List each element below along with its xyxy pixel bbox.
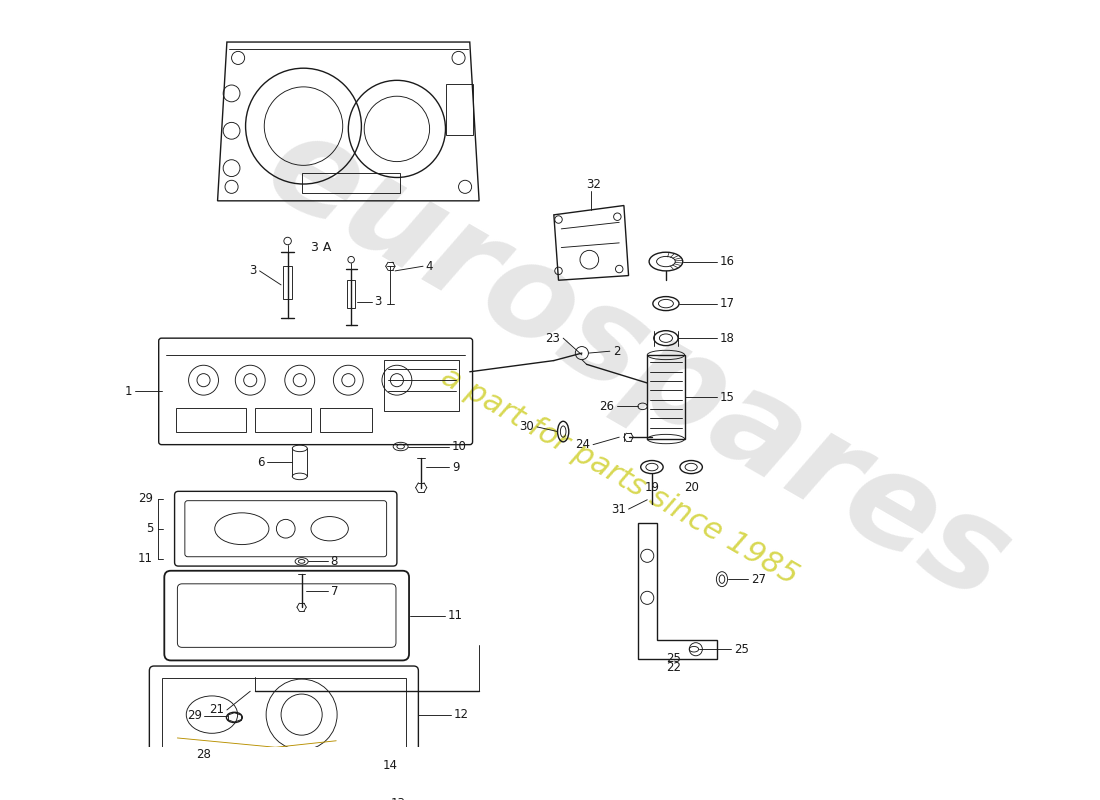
Text: 13: 13 (390, 797, 405, 800)
Text: 10: 10 (452, 440, 466, 453)
Text: 3: 3 (374, 295, 382, 308)
Bar (162, 678, 406, 752)
Bar (301, 173, 399, 194)
Text: 31: 31 (610, 502, 626, 515)
Text: 18: 18 (720, 332, 735, 345)
Text: 24: 24 (575, 438, 591, 451)
Text: 32: 32 (586, 178, 602, 191)
Bar (348, 280, 355, 308)
Text: 16: 16 (720, 255, 735, 268)
Text: 12: 12 (454, 708, 469, 721)
Text: 6: 6 (256, 456, 264, 469)
Text: 17: 17 (720, 297, 735, 310)
Text: 11: 11 (139, 552, 153, 565)
Text: 21: 21 (209, 703, 224, 717)
Text: a part for parts since 1985: a part for parts since 1985 (436, 362, 803, 590)
Text: 9: 9 (452, 461, 460, 474)
Bar (283, 266, 293, 299)
Text: 19: 19 (645, 481, 659, 494)
Bar (176, 408, 245, 431)
Text: 27: 27 (751, 573, 766, 586)
Text: 22: 22 (666, 662, 681, 674)
Text: 15: 15 (720, 390, 735, 403)
Text: 29: 29 (187, 709, 201, 722)
Text: 25: 25 (666, 652, 681, 665)
Bar (320, 408, 372, 431)
Text: eurospares: eurospares (244, 101, 1031, 628)
Text: 25: 25 (734, 642, 749, 656)
Text: 4: 4 (426, 260, 433, 273)
Text: 14: 14 (383, 759, 398, 773)
Bar (447, 84, 473, 135)
Text: 3: 3 (250, 264, 256, 278)
Text: 7: 7 (331, 585, 338, 598)
Text: 5: 5 (145, 522, 153, 535)
Text: 23: 23 (546, 332, 560, 345)
Bar (647, 355, 684, 439)
Text: 11: 11 (448, 609, 462, 622)
Bar (384, 360, 459, 411)
Text: 1: 1 (125, 385, 132, 398)
Text: 8: 8 (331, 555, 338, 568)
Text: 28: 28 (196, 748, 211, 762)
Text: 30: 30 (519, 420, 535, 434)
Bar (255, 408, 311, 431)
Text: 3 A: 3 A (311, 241, 331, 254)
Text: 29: 29 (139, 492, 153, 506)
Text: 2: 2 (613, 345, 620, 358)
Text: 20: 20 (684, 481, 700, 494)
Text: 26: 26 (600, 400, 615, 413)
